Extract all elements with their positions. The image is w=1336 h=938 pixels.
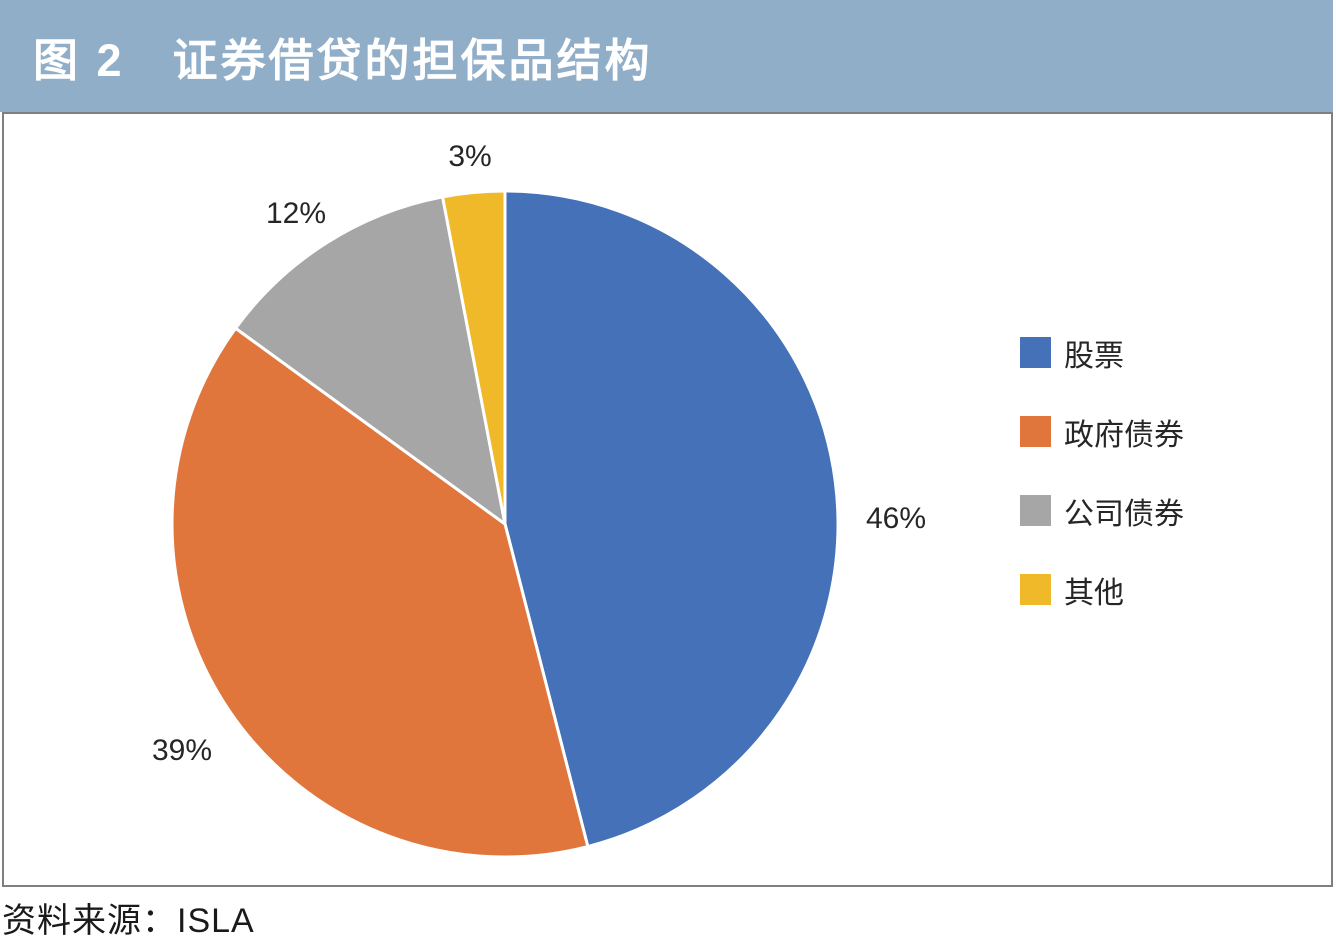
pie-slice-2 (233, 195, 508, 528)
legend-item-other: 其他 (1020, 574, 1184, 610)
slice-label-corp-bonds: 12% (265, 197, 327, 230)
legend-label-stocks: 股票 (1064, 339, 1124, 373)
slice-label-other: 3% (448, 140, 492, 173)
pie-slice-0 (503, 189, 840, 849)
chart-area: 46% 39% 12% 3% 股票 政府债券 公司债券 其他 (2, 112, 1333, 887)
figure-title: 图 2 证券借贷的担保品结构 (33, 34, 653, 86)
figure-title-bar: 图 2 证券借贷的担保品结构 (0, 0, 1333, 112)
legend-label-other: 其他 (1064, 576, 1124, 610)
legend-swatch-other (1020, 574, 1051, 605)
source-note: 资料来源：ISLA (2, 902, 255, 938)
legend-swatch-corp-bonds (1020, 495, 1051, 526)
legend-swatch-stocks (1020, 337, 1051, 368)
legend-swatch-gov-bonds (1020, 416, 1051, 447)
legend-item-corp-bonds: 公司债券 (1020, 495, 1184, 531)
pie-slice-1 (170, 326, 590, 859)
legend: 股票 政府债券 公司债券 其他 (1020, 337, 1184, 610)
legend-item-gov-bonds: 政府债券 (1020, 416, 1184, 452)
pie-slice-3 (440, 189, 507, 525)
legend-item-stocks: 股票 (1020, 337, 1184, 373)
slice-label-gov-bonds: 39% (151, 734, 213, 767)
legend-label-gov-bonds: 政府债券 (1064, 418, 1184, 452)
pie-chart (170, 189, 840, 859)
legend-label-corp-bonds: 公司债券 (1064, 497, 1184, 531)
slice-label-stocks: 46% (865, 502, 927, 535)
